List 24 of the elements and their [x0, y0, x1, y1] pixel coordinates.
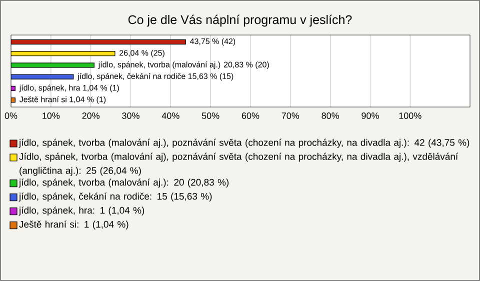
chart-title: Co je dle Vás náplní programu v jeslích? [128, 14, 352, 27]
legend-label: Jídlo, spánek, tvorba (malování aj), poznávání světa (chození na procházky, na divadla aj.), vzdělávání (angličtina aj.): 25 (26,04 %) [19, 152, 458, 176]
data-label: jídlo, spánek, čekání na rodiče 15,63 % (15) [77, 73, 234, 81]
x-tick-label: 60% [242, 112, 260, 119]
x-tick-label: 30% [122, 112, 140, 119]
legend-label: jídlo, spánek, tvorba (malování aj.), poznávání světa (chození na procházky, na divadla aj.): 42 (43,75 %) [18, 138, 470, 148]
x-tick-label: 70% [282, 112, 300, 119]
x-tick-label: 90% [362, 112, 379, 119]
x-tick-label: 20% [82, 112, 100, 119]
legend-label: jídlo, spánek, hra: 1 (1,04 %) [18, 206, 144, 216]
legend-label: jídlo, spánek, čekání na rodiče: 15 (15,63 %) [18, 192, 212, 202]
x-tick-label: 80% [322, 112, 340, 119]
x-tick-label: 100% [399, 112, 422, 119]
data-label: Ještě hraní si 1,04 % (1) [19, 96, 106, 104]
x-tick-label: 40% [162, 112, 180, 119]
x-tick-label: 50% [202, 112, 220, 119]
data-label: 26,04 % (25) [120, 50, 164, 58]
data-label: jídlo, spánek, tvorba (malování aj.) 20,83 % (20) [98, 61, 269, 69]
x-tick-label: 10% [42, 112, 60, 119]
legend-label: Ještě hraní si: 1 (1,04 %) [19, 220, 128, 230]
legend-label: jídlo, spánek, tvorba (malování aj.): 20 (20,83 %) [18, 178, 229, 188]
data-label: 43,75 % (42) [190, 38, 236, 46]
data-label: jídlo, spánek, hra 1,04 % (1) [19, 84, 119, 92]
x-tick-label: 0% [4, 112, 18, 119]
